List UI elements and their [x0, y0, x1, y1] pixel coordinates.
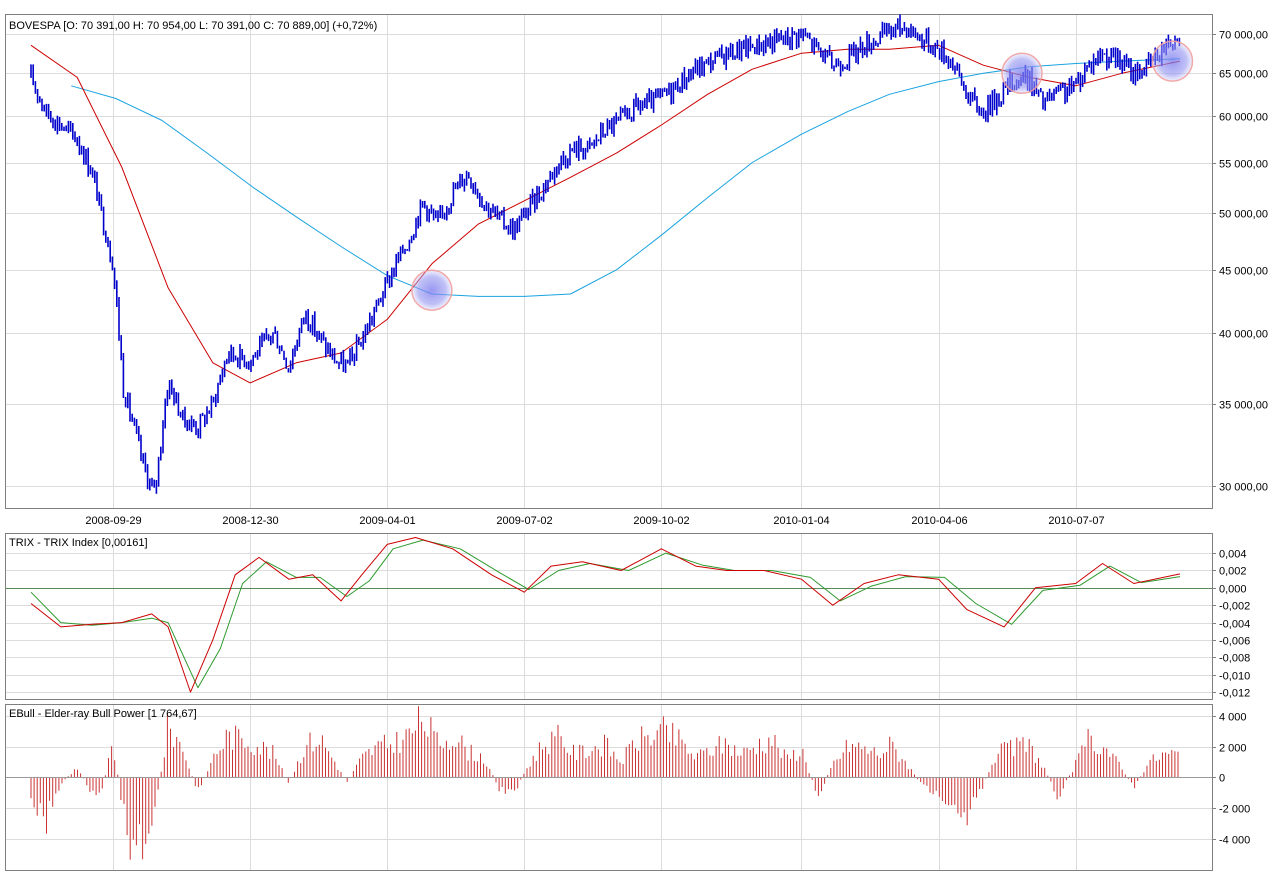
y-tick-label: -0,010	[1219, 671, 1250, 683]
y-tick-label: 0,002	[1219, 566, 1247, 578]
x-tick-label: 2008-09-29	[85, 515, 141, 527]
x-tick-label: 2009-07-02	[496, 515, 552, 527]
grid-lines	[6, 15, 1212, 870]
ebull-panel-frame	[5, 704, 1213, 871]
y-tick-label: 30 000,00	[1219, 482, 1268, 494]
series-lines	[30, 14, 1181, 693]
crossover-highlight	[411, 269, 453, 311]
slow-moving-average-line	[71, 58, 1181, 297]
trix-signal-line	[30, 539, 1181, 689]
y-tick-label: 50 000,00	[1219, 209, 1268, 221]
x-tick-label: 2010-01-04	[773, 515, 829, 527]
y-tick-label: -0,008	[1219, 653, 1250, 665]
crossover-highlight	[1001, 52, 1043, 95]
y-tick-label: 45 000,00	[1219, 266, 1268, 278]
ebull-panel-title: EBull - Elder-ray Bull Power [1 764,67]	[9, 708, 197, 720]
bull-power-bars	[30, 706, 1179, 860]
y-tick-label: 0	[1219, 773, 1225, 785]
price-panel-frame	[5, 14, 1213, 509]
y-tick-label: 70 000,00	[1219, 30, 1268, 42]
y-tick-label: -0,012	[1219, 688, 1250, 700]
trix-panel-title: TRIX - TRIX Index [0,00161]	[9, 537, 148, 549]
y-tick-label: 35 000,00	[1219, 400, 1268, 412]
tick-labels: 2008-09-29 2008-12-30 2009-04-01 2009-07-02…	[85, 30, 1268, 847]
y-tick-label: -4 000	[1219, 835, 1250, 847]
y-tick-label: -0,006	[1219, 636, 1250, 648]
y-tick-label: 4 000	[1219, 712, 1247, 724]
crossover-highlight	[1151, 40, 1194, 82]
y-tick-label: -2 000	[1219, 804, 1250, 816]
x-tick-label: 2008-12-30	[222, 515, 278, 527]
trix-panel-frame	[5, 533, 1213, 700]
crossover-highlights	[411, 40, 1194, 311]
trix-line	[30, 537, 1181, 693]
y-tick-label: -0,002	[1219, 601, 1250, 613]
x-tick-label: 2010-07-07	[1048, 515, 1104, 527]
y-tick-label: 2 000	[1219, 743, 1247, 755]
y-tick-label: 0,000	[1219, 584, 1247, 596]
y-tick-label: 40 000,00	[1219, 329, 1268, 341]
price-panel-title: BOVESPA [O: 70 391,00 H: 70 954,00 L: 70…	[9, 20, 377, 32]
x-tick-label: 2010-04-06	[911, 515, 967, 527]
y-tick-label: 65 000,00	[1219, 69, 1268, 81]
y-tick-label: 0,004	[1219, 549, 1247, 561]
y-tick-label: 55 000,00	[1219, 159, 1268, 171]
zero-lines	[6, 588, 1212, 778]
fast-moving-average-line	[30, 44, 1181, 384]
x-tick-label: 2009-10-02	[633, 515, 689, 527]
y-tick-label: -0,004	[1219, 619, 1250, 631]
x-tick-label: 2009-04-01	[359, 515, 415, 527]
y-tick-label: 60 000,00	[1219, 112, 1268, 124]
